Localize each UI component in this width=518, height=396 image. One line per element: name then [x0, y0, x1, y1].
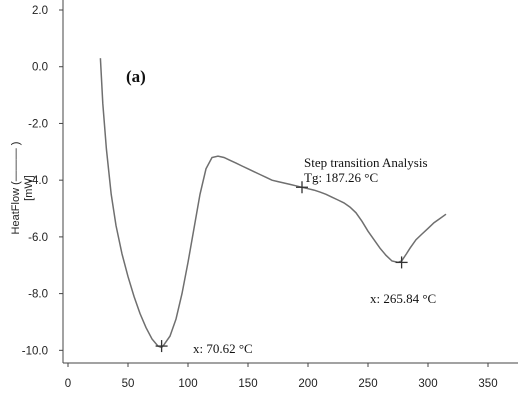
annotation-tg: Tg: 187.26 °C	[304, 170, 378, 185]
y-axis-unit: [mW]	[23, 175, 35, 201]
annotation-step-title: Step transition Analysis	[304, 155, 428, 170]
annotation-min1: x: 70.62 °C	[193, 341, 253, 356]
y-tick-label: -6.0	[28, 232, 48, 244]
x-tick-label: 100	[178, 378, 197, 390]
heatflow-curve	[99, 58, 447, 349]
y-tick-label: -2.0	[28, 118, 48, 130]
y-axis-label: HeatFlow (——— )	[10, 142, 22, 235]
crosshair-marker	[296, 181, 308, 194]
crosshair-marker	[155, 340, 168, 353]
panel-label: (a)	[126, 67, 146, 86]
crosshair-marker	[395, 256, 408, 269]
x-tick-label: 300	[418, 378, 437, 390]
x-tick-label: 150	[238, 378, 257, 390]
plot-area	[63, 0, 518, 376]
y-tick-label: -4.0	[28, 175, 48, 187]
x-tick-label: 350	[478, 378, 497, 390]
x-tick-label: 50	[122, 378, 135, 390]
x-tick-label: 200	[298, 378, 317, 390]
y-tick-label: 0.0	[32, 62, 48, 74]
annotation-min2: x: 265.84 °C	[370, 291, 436, 306]
y-tick-label: -8.0	[28, 289, 48, 301]
x-tick-label: 250	[358, 378, 377, 390]
y-tick-label: 2.0	[32, 5, 48, 17]
y-tick-label: -10.0	[22, 345, 48, 357]
x-tick-label: 0	[65, 378, 71, 390]
